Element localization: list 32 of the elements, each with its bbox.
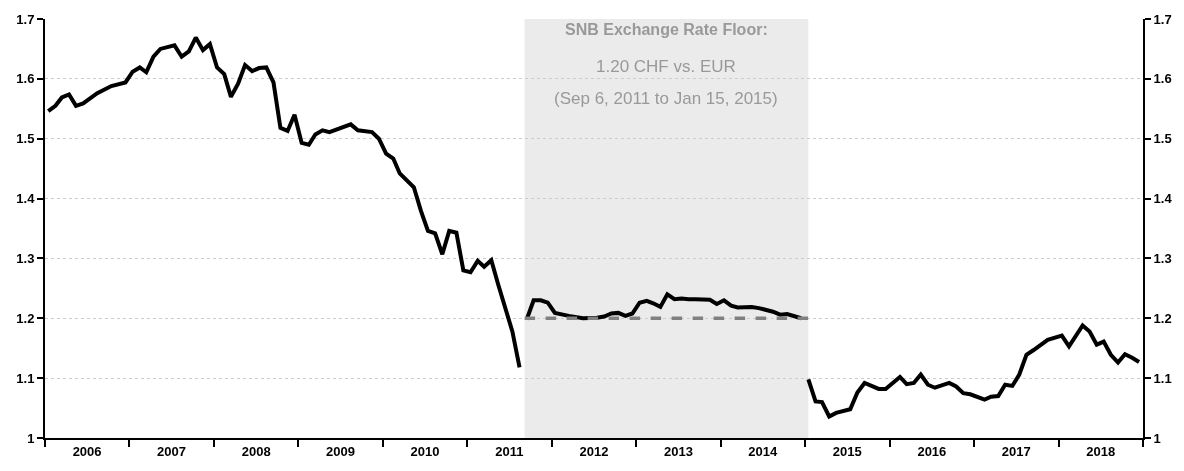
x-tick-label: 2012 (579, 443, 609, 459)
x-tick-label: 2014 (748, 443, 779, 459)
y2-tick-label: 1.2 (1153, 310, 1172, 326)
y-tick-label: 1.6 (16, 71, 35, 87)
y-tick-label: 1.3 (16, 250, 35, 266)
annotation: (Sep 6, 2011 to Jan 15, 2015) (554, 89, 778, 108)
x-tick-label: 2018 (1086, 443, 1116, 459)
y2-tick-label: 1.3 (1153, 250, 1172, 266)
annotation: 1.20 CHF vs. EUR (596, 57, 736, 76)
y-tick-label: 1.4 (16, 191, 36, 207)
y-tick-label: 1.1 (16, 370, 35, 386)
y2-tick-label: 1.1 (1153, 370, 1172, 386)
y-tick-label: 1.5 (16, 131, 35, 147)
x-tick-label: 2015 (832, 443, 862, 459)
y-tick-label: 1.2 (16, 310, 35, 326)
x-tick-label: 2013 (663, 443, 693, 459)
x-tick-label: 2007 (157, 443, 186, 459)
y2-tick-label: 1 (1153, 430, 1161, 446)
x-tick-label: 2011 (495, 443, 524, 459)
x-tick-label: 2010 (410, 443, 440, 459)
y2-tick-label: 1.5 (1153, 131, 1172, 147)
x-tick-label: 2008 (241, 443, 271, 459)
x-tick-label: 2006 (72, 443, 102, 459)
x-tick-label: 2009 (326, 443, 355, 459)
annotation: SNB Exchange Rate Floor: (565, 21, 768, 38)
y-tick-label: 1 (27, 430, 35, 446)
y2-tick-label: 1.4 (1153, 191, 1173, 207)
x-tick-label: 2017 (1001, 443, 1031, 459)
y2-tick-label: 1.7 (1153, 11, 1172, 27)
y-tick-label: 1.7 (16, 11, 35, 27)
x-tick-label: 2016 (917, 443, 947, 459)
y2-tick-label: 1.6 (1153, 71, 1172, 87)
